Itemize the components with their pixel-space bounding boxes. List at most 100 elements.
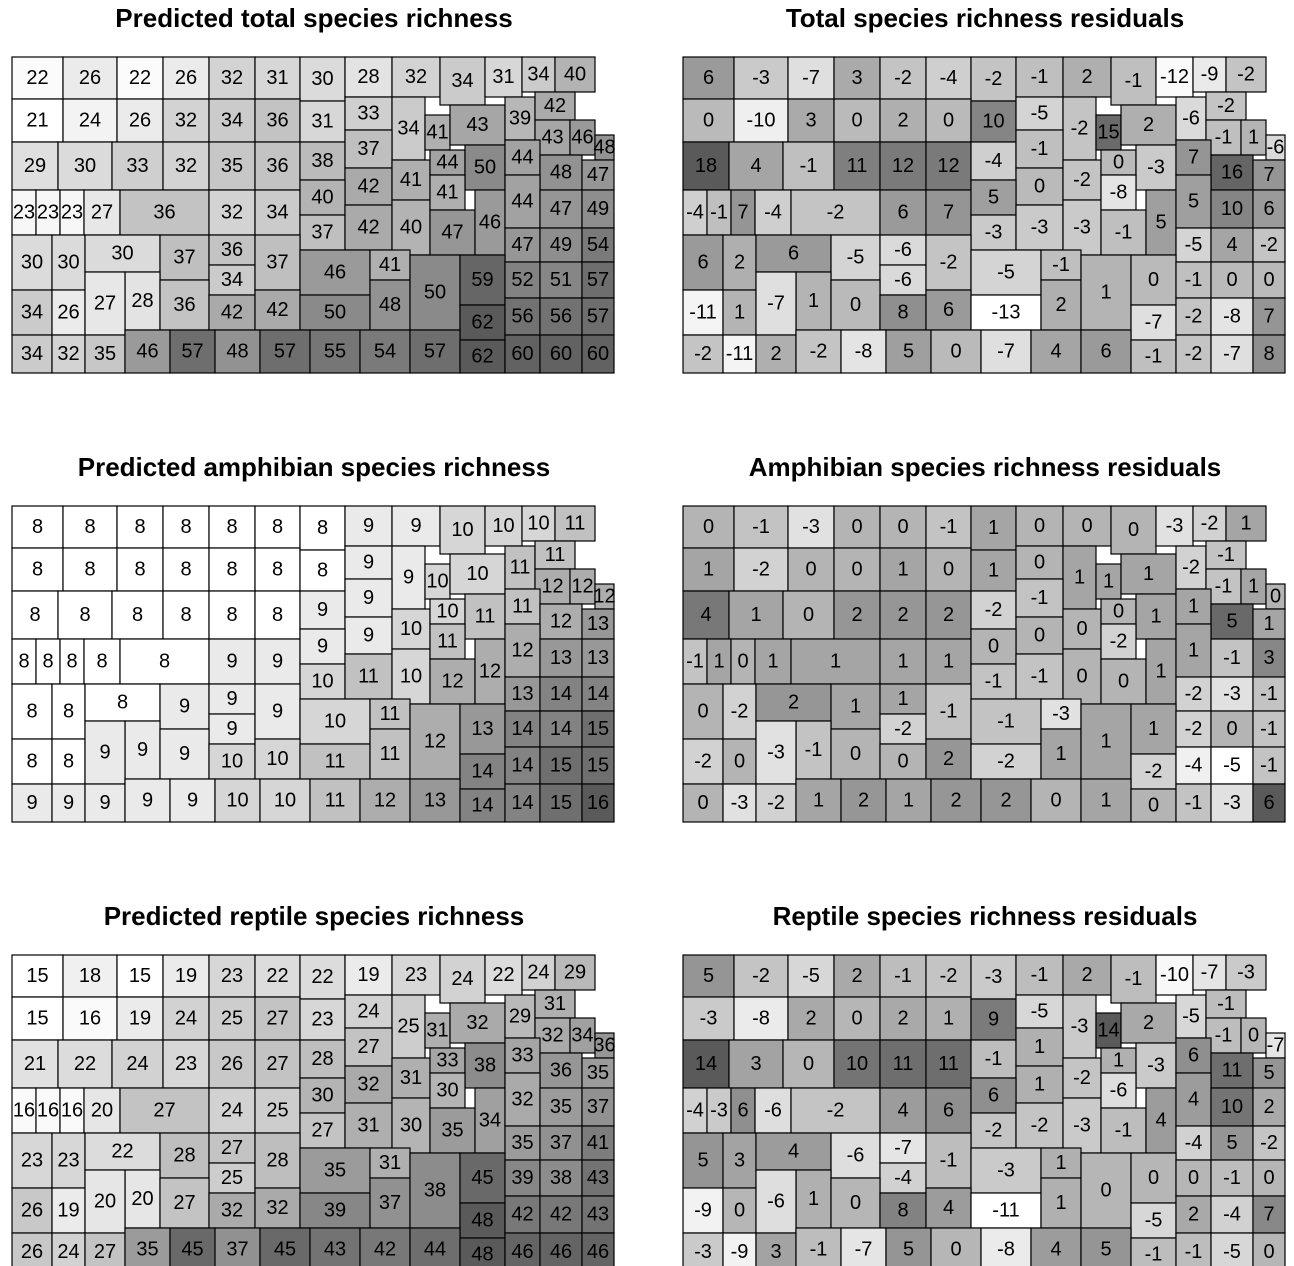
county-label: 22: [74, 1053, 96, 1075]
county-label: -1: [1217, 544, 1235, 566]
county-label: -1: [940, 516, 958, 538]
county-label: 2: [1263, 1096, 1274, 1118]
county-label: 0: [851, 110, 862, 132]
county-label: 26: [79, 67, 101, 89]
county-label: 1: [1055, 1192, 1066, 1214]
county-label: 10: [400, 618, 422, 640]
county-label: 11: [380, 743, 401, 765]
county-label: 41: [379, 254, 401, 276]
county-label: 8: [1263, 343, 1274, 365]
county-label: 1: [850, 696, 861, 718]
county-label: 54: [374, 341, 396, 363]
county-label: 15: [26, 965, 48, 987]
county-label: 10: [311, 671, 333, 693]
county-label: 5: [703, 965, 714, 987]
county-label: 32: [221, 1200, 243, 1222]
county-label: 5: [1100, 1239, 1111, 1261]
county-label: -3: [731, 792, 749, 814]
county-label: 16: [79, 1008, 101, 1030]
county-label: 32: [541, 1025, 563, 1047]
county-label: -1: [1215, 1025, 1233, 1047]
county-label: 14: [550, 718, 572, 740]
county-label: 48: [471, 1210, 493, 1232]
county-label: -1: [985, 671, 1003, 693]
county-label: 38: [424, 1180, 446, 1202]
county-label: 0: [1148, 269, 1159, 291]
county-label: 5: [1226, 1132, 1237, 1154]
county-label: 9: [99, 792, 110, 814]
county-label: -1: [985, 1048, 1003, 1070]
county-label: 23: [311, 1009, 333, 1031]
county-label: -2: [1201, 513, 1219, 535]
county-label: 2: [788, 692, 799, 714]
county-label: -1: [1031, 138, 1049, 160]
county-label: 37: [550, 1132, 572, 1154]
county-label: 1: [943, 1008, 954, 1030]
county-label: 0: [943, 559, 954, 581]
county-label: 0: [1148, 795, 1159, 817]
county-label: 10: [982, 111, 1004, 133]
county-label: 9: [317, 636, 328, 658]
county-label: 0: [1081, 515, 1092, 537]
county-label: 1: [1055, 743, 1066, 765]
county-label: 1: [830, 651, 841, 673]
county-label: 30: [57, 252, 79, 274]
county-label: 57: [587, 306, 609, 328]
county-label: 1: [1100, 282, 1111, 304]
county-label: 11: [847, 155, 868, 177]
county-label: 9: [142, 790, 153, 812]
county-label: 4: [897, 1100, 908, 1122]
county-label: 3: [851, 67, 862, 89]
county-label: 35: [136, 1239, 158, 1261]
county-label: -9: [694, 1200, 712, 1222]
map-panel: Predicted amphibian species richness8888…: [12, 452, 616, 822]
county-label: -5: [1185, 234, 1203, 256]
county-label: 19: [57, 1200, 79, 1222]
county-label: 40: [400, 217, 422, 239]
county-label: 0: [1050, 790, 1061, 812]
county-label: 44: [511, 147, 533, 169]
county-label: 0: [1034, 552, 1045, 574]
county-label: 46: [511, 1241, 533, 1263]
county-label: 6: [1100, 341, 1111, 363]
county-label: 13: [424, 790, 446, 812]
county-label: 36: [266, 155, 288, 177]
county-label: 5: [903, 341, 914, 363]
county-label: -1: [810, 1239, 828, 1261]
map-panel: Reptile species richness residuals5-2-52…: [683, 901, 1285, 1266]
county-label: 62: [471, 312, 493, 334]
county-label: 8: [180, 516, 191, 538]
county-label: 0: [1034, 515, 1045, 537]
county-label: 34: [479, 1110, 501, 1132]
county-label: 9: [272, 651, 283, 673]
county-label: 57: [587, 269, 609, 291]
county-label: 27: [266, 1053, 288, 1075]
county-label: 31: [426, 1020, 448, 1042]
county-label: 48: [226, 341, 248, 363]
county-label: -4: [1223, 1204, 1241, 1226]
county-label: 8: [226, 559, 237, 581]
county-label: 14: [1097, 1020, 1119, 1042]
county-label: 45: [274, 1239, 296, 1261]
county-label: 0: [1113, 601, 1124, 623]
county-label: 34: [21, 343, 43, 365]
county-label: 11: [325, 790, 346, 812]
county-label: 30: [311, 68, 333, 90]
county-label: 28: [173, 1145, 195, 1167]
county-label: -2: [827, 202, 845, 224]
county-label: 6: [737, 1100, 748, 1122]
county-label: -5: [1182, 1006, 1200, 1028]
county-label: 1: [1188, 640, 1199, 662]
county-label: 46: [550, 1241, 572, 1263]
county-label: 11: [545, 544, 566, 566]
county-label: 13: [587, 613, 609, 635]
county-label: 4: [750, 155, 761, 177]
county-label: 24: [79, 110, 101, 132]
county-label: 9: [226, 718, 237, 740]
county-label: 2: [1000, 790, 1011, 812]
county-label: 35: [587, 1062, 609, 1084]
county-label: 12: [593, 586, 615, 608]
county-label: 31: [379, 1152, 401, 1174]
county-label: 42: [374, 1239, 396, 1261]
county-label: -2: [1071, 118, 1089, 140]
